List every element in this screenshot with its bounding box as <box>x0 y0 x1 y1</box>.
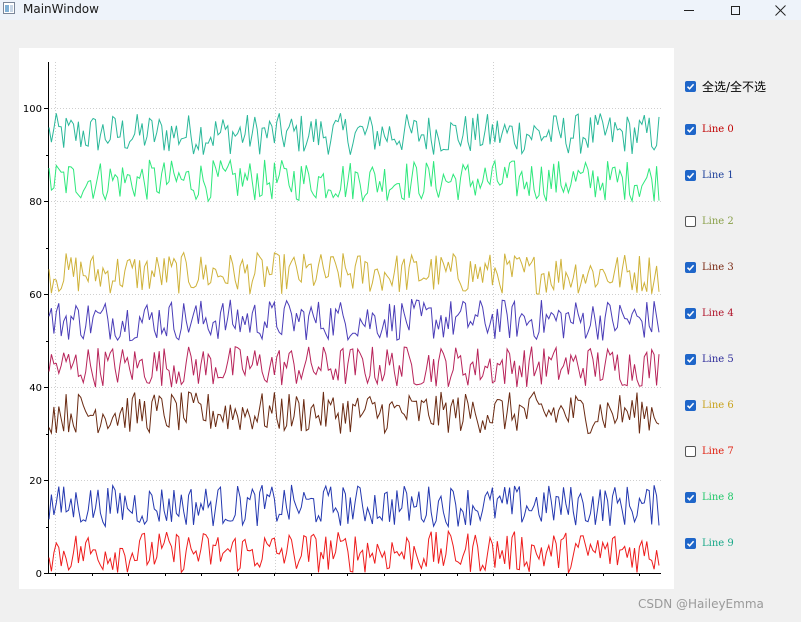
maximize-icon <box>730 5 740 15</box>
series-line-line-8 <box>48 158 660 203</box>
y-tick-label: 100 <box>23 104 42 115</box>
series-line-line-1 <box>48 483 660 529</box>
checkbox-unchecked-icon[interactable] <box>685 216 696 227</box>
app-window-icon <box>3 2 15 14</box>
title-bar: MainWindow <box>0 0 801 20</box>
legend-item-line-6[interactable]: Line 6 <box>685 400 734 411</box>
line-chart: 0 20 40 60 80 100 <box>23 62 661 580</box>
checkbox-checked-icon[interactable] <box>685 492 696 503</box>
legend-item-line-5-label: Line 5 <box>702 354 734 365</box>
y-tick-label: 60 <box>29 290 42 301</box>
checkbox-checked-icon[interactable] <box>685 170 696 181</box>
checkbox-checked-icon[interactable] <box>685 308 696 319</box>
window-title: MainWindow <box>23 2 99 16</box>
checkbox-checked-icon[interactable] <box>685 354 696 365</box>
legend-item-line-3[interactable]: Line 3 <box>685 262 734 273</box>
checkbox-checked-icon[interactable] <box>685 81 696 92</box>
legend-item-line-1-label: Line 1 <box>702 170 734 181</box>
close-icon <box>774 4 786 16</box>
checkbox-unchecked-icon[interactable] <box>685 446 696 457</box>
series-line-line-5 <box>48 298 660 342</box>
legend-item-line-2[interactable]: Line 2 <box>685 216 734 227</box>
minimize-button[interactable] <box>666 0 712 20</box>
series-line-line-6 <box>48 251 660 295</box>
legend-item-line-4[interactable]: Line 4 <box>685 308 734 319</box>
legend-item-line-2-label: Line 2 <box>702 216 734 227</box>
legend-item-line-8[interactable]: Line 8 <box>685 492 734 503</box>
legend-item-line-6-label: Line 6 <box>702 400 734 411</box>
y-tick-label: 80 <box>29 197 42 208</box>
legend-item-line-0-label: Line 0 <box>702 124 734 135</box>
legend-item-line-3-label: Line 3 <box>702 262 734 273</box>
legend-item-line-9-label: Line 9 <box>702 538 734 549</box>
legend-item-line-5[interactable]: Line 5 <box>685 354 734 365</box>
checkbox-checked-icon[interactable] <box>685 538 696 549</box>
series-line-line-0 <box>48 529 660 574</box>
series-line-line-3 <box>48 390 660 435</box>
legend-item-line-9[interactable]: Line 9 <box>685 538 734 549</box>
series-line-line-9 <box>48 113 660 156</box>
legend-item-line-7-label: Line 7 <box>702 446 734 457</box>
legend-item-line-8-label: Line 8 <box>702 492 734 503</box>
watermark: CSDN @HaileyEmma <box>638 597 764 611</box>
select-all-checkbox-label: 全选/全不选 <box>702 80 767 94</box>
y-tick-label: 0 <box>36 569 42 580</box>
series-line-line-4 <box>48 345 660 388</box>
y-tick-label: 40 <box>29 383 42 394</box>
close-button[interactable] <box>757 0 801 20</box>
y-tick-label: 20 <box>29 476 42 487</box>
checkbox-checked-icon[interactable] <box>685 400 696 411</box>
minimize-icon <box>684 9 694 11</box>
legend-item-line-7[interactable]: Line 7 <box>685 446 734 457</box>
maximize-button[interactable] <box>712 0 758 20</box>
select-all-checkbox[interactable]: 全选/全不选 <box>685 78 766 95</box>
checkbox-checked-icon[interactable] <box>685 262 696 273</box>
legend-item-line-1[interactable]: Line 1 <box>685 170 734 181</box>
legend-item-line-4-label: Line 4 <box>702 308 734 319</box>
legend-item-line-0[interactable]: Line 0 <box>685 124 734 135</box>
checkbox-checked-icon[interactable] <box>685 124 696 135</box>
chart-panel: 0 20 40 60 80 100 <box>19 48 674 589</box>
